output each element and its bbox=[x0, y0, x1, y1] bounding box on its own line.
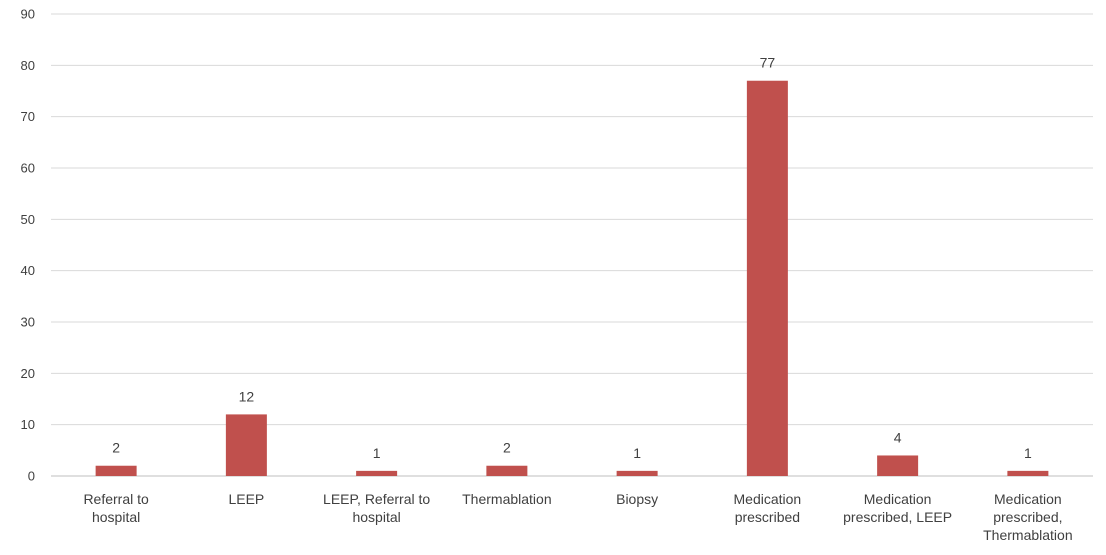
bar bbox=[746, 80, 788, 476]
data-label: 12 bbox=[239, 388, 255, 404]
x-category-label-line: LEEP, Referral to bbox=[323, 491, 430, 507]
x-category-label-line: Biopsy bbox=[616, 491, 658, 507]
x-category-label-line: Thermablation bbox=[983, 527, 1073, 543]
x-category-label: Referral to hospital bbox=[83, 491, 149, 525]
x-category-label: Biopsy bbox=[616, 491, 658, 507]
x-category-label-line: Thermablation bbox=[462, 491, 552, 507]
data-label: 77 bbox=[760, 55, 776, 71]
data-label: 1 bbox=[633, 445, 641, 461]
y-tick-label: 50 bbox=[21, 212, 35, 227]
x-category-label: LEEP bbox=[228, 491, 264, 507]
y-tick-label: 90 bbox=[21, 7, 35, 22]
x-category-label: Medication prescribed bbox=[734, 491, 802, 525]
bar bbox=[877, 455, 919, 476]
y-axis-ticks: 0 10 20 30 40 50 60 70 80 90 bbox=[21, 7, 35, 484]
x-category-label-line: prescribed, bbox=[993, 509, 1062, 525]
x-axis-categories: Referral to hospital LEEP LEEP, Referral to… bbox=[83, 491, 1072, 543]
bar bbox=[225, 414, 267, 476]
bar bbox=[486, 465, 528, 476]
data-label: 1 bbox=[1024, 445, 1032, 461]
x-category-label: Medication prescribed, LEEP bbox=[843, 491, 952, 525]
bar bbox=[1007, 470, 1049, 476]
y-tick-label: 10 bbox=[21, 417, 35, 432]
x-category-label-line: Medication bbox=[994, 491, 1062, 507]
x-category-label-line: prescribed bbox=[735, 509, 800, 525]
data-label: 2 bbox=[112, 440, 120, 456]
x-category-label-line: hospital bbox=[352, 509, 400, 525]
x-category-label-line: Referral to bbox=[83, 491, 149, 507]
bar bbox=[616, 470, 658, 476]
x-category-label-line: Medication bbox=[734, 491, 802, 507]
y-tick-label: 70 bbox=[21, 109, 35, 124]
y-tick-label: 40 bbox=[21, 263, 35, 278]
bar bbox=[95, 465, 137, 476]
x-category-label: LEEP, Referral to hospital bbox=[323, 491, 430, 525]
bars bbox=[95, 80, 1049, 476]
data-label: 4 bbox=[894, 429, 902, 445]
y-tick-label: 60 bbox=[21, 161, 35, 176]
gridlines bbox=[51, 13, 1093, 477]
x-category-label: Thermablation bbox=[462, 491, 552, 507]
y-tick-label: 20 bbox=[21, 366, 35, 381]
y-tick-label: 30 bbox=[21, 315, 35, 330]
x-category-label-line: Medication bbox=[864, 491, 932, 507]
x-category-label-line: prescribed, LEEP bbox=[843, 509, 952, 525]
x-category-label-line: LEEP bbox=[228, 491, 264, 507]
bar bbox=[356, 470, 398, 476]
x-category-label: Medication prescribed, Thermablation bbox=[983, 491, 1073, 543]
data-label: 1 bbox=[373, 445, 381, 461]
y-tick-label: 0 bbox=[28, 469, 35, 484]
y-tick-label: 80 bbox=[21, 58, 35, 73]
x-category-label-line: hospital bbox=[92, 509, 140, 525]
data-label: 2 bbox=[503, 440, 511, 456]
